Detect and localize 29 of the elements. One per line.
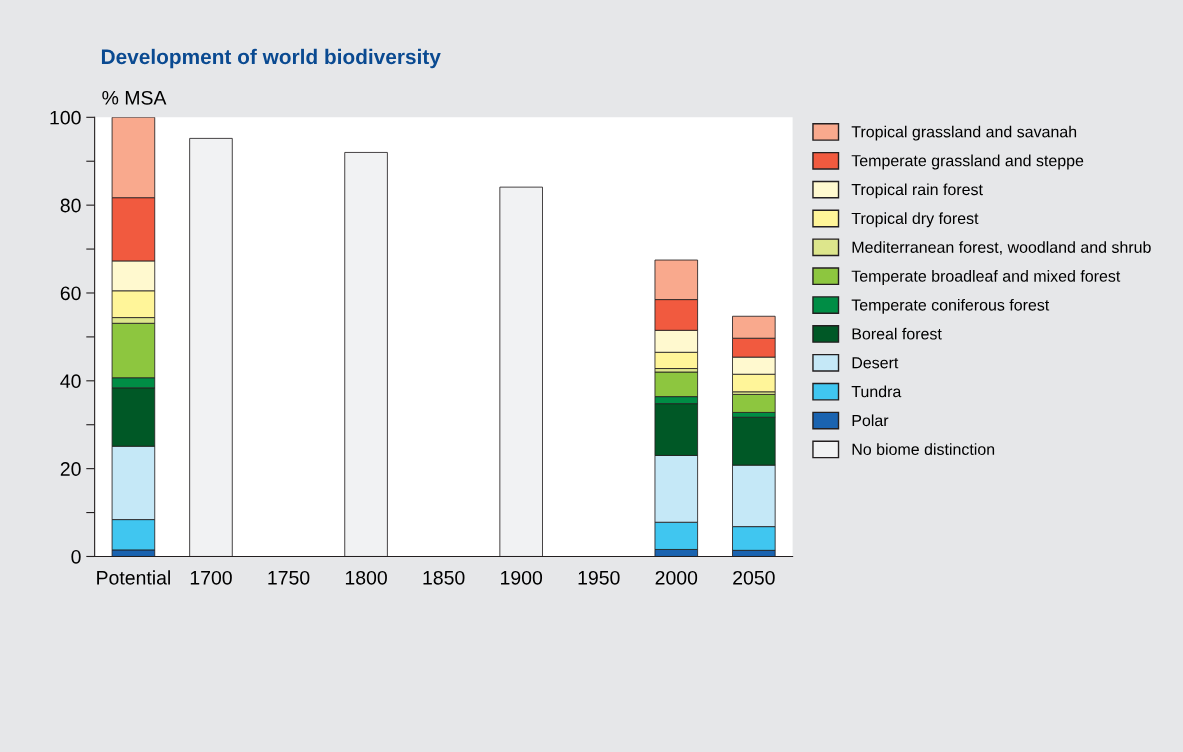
y-tick-label: 0 (71, 549, 81, 564)
legend-label: Boreal forest (852, 327, 942, 340)
y-tick-label: 100 (50, 110, 81, 125)
legend-label: Desert (852, 357, 899, 369)
legend-label: Temperate broadleaf and mixed forest (851, 270, 1121, 285)
x-tick-label: 2000 (655, 570, 698, 585)
x-tick-label: 1900 (501, 570, 543, 585)
x-tick-label: 2050 (733, 570, 775, 585)
x-tick-label: 1750 (268, 570, 310, 585)
x-tick-label: 1700 (190, 570, 232, 585)
chart-title: Development of world biodiversity (101, 48, 441, 69)
y-tick-label: 40 (60, 374, 81, 389)
x-tick-label: 1800 (345, 570, 387, 585)
legend-label: No biome distinction (852, 443, 995, 455)
legend-label: Tropical dry forest (851, 212, 979, 228)
y-tick-label: 20 (60, 462, 81, 476)
x-tick-label: Potential (97, 570, 170, 585)
x-tick-label: 1850 (423, 570, 465, 585)
legend-label: Mediterranean forest, woodland and shrub (852, 241, 1151, 255)
legend-label: Temperate coniferous forest (851, 298, 1050, 314)
legend-label: Temperate grassland and steppe (851, 154, 1084, 170)
x-tick-label: 1950 (578, 570, 620, 585)
y-axis-title: % MSA (102, 90, 167, 105)
legend-label: Tropical grassland and savanah (851, 125, 1077, 141)
legend-label: Tundra (851, 385, 902, 398)
legend-label: Tropical rain forest (851, 183, 983, 199)
y-tick-label: 60 (60, 286, 81, 301)
y-tick-label: 80 (60, 198, 81, 213)
legend-label: Polar (852, 414, 889, 427)
